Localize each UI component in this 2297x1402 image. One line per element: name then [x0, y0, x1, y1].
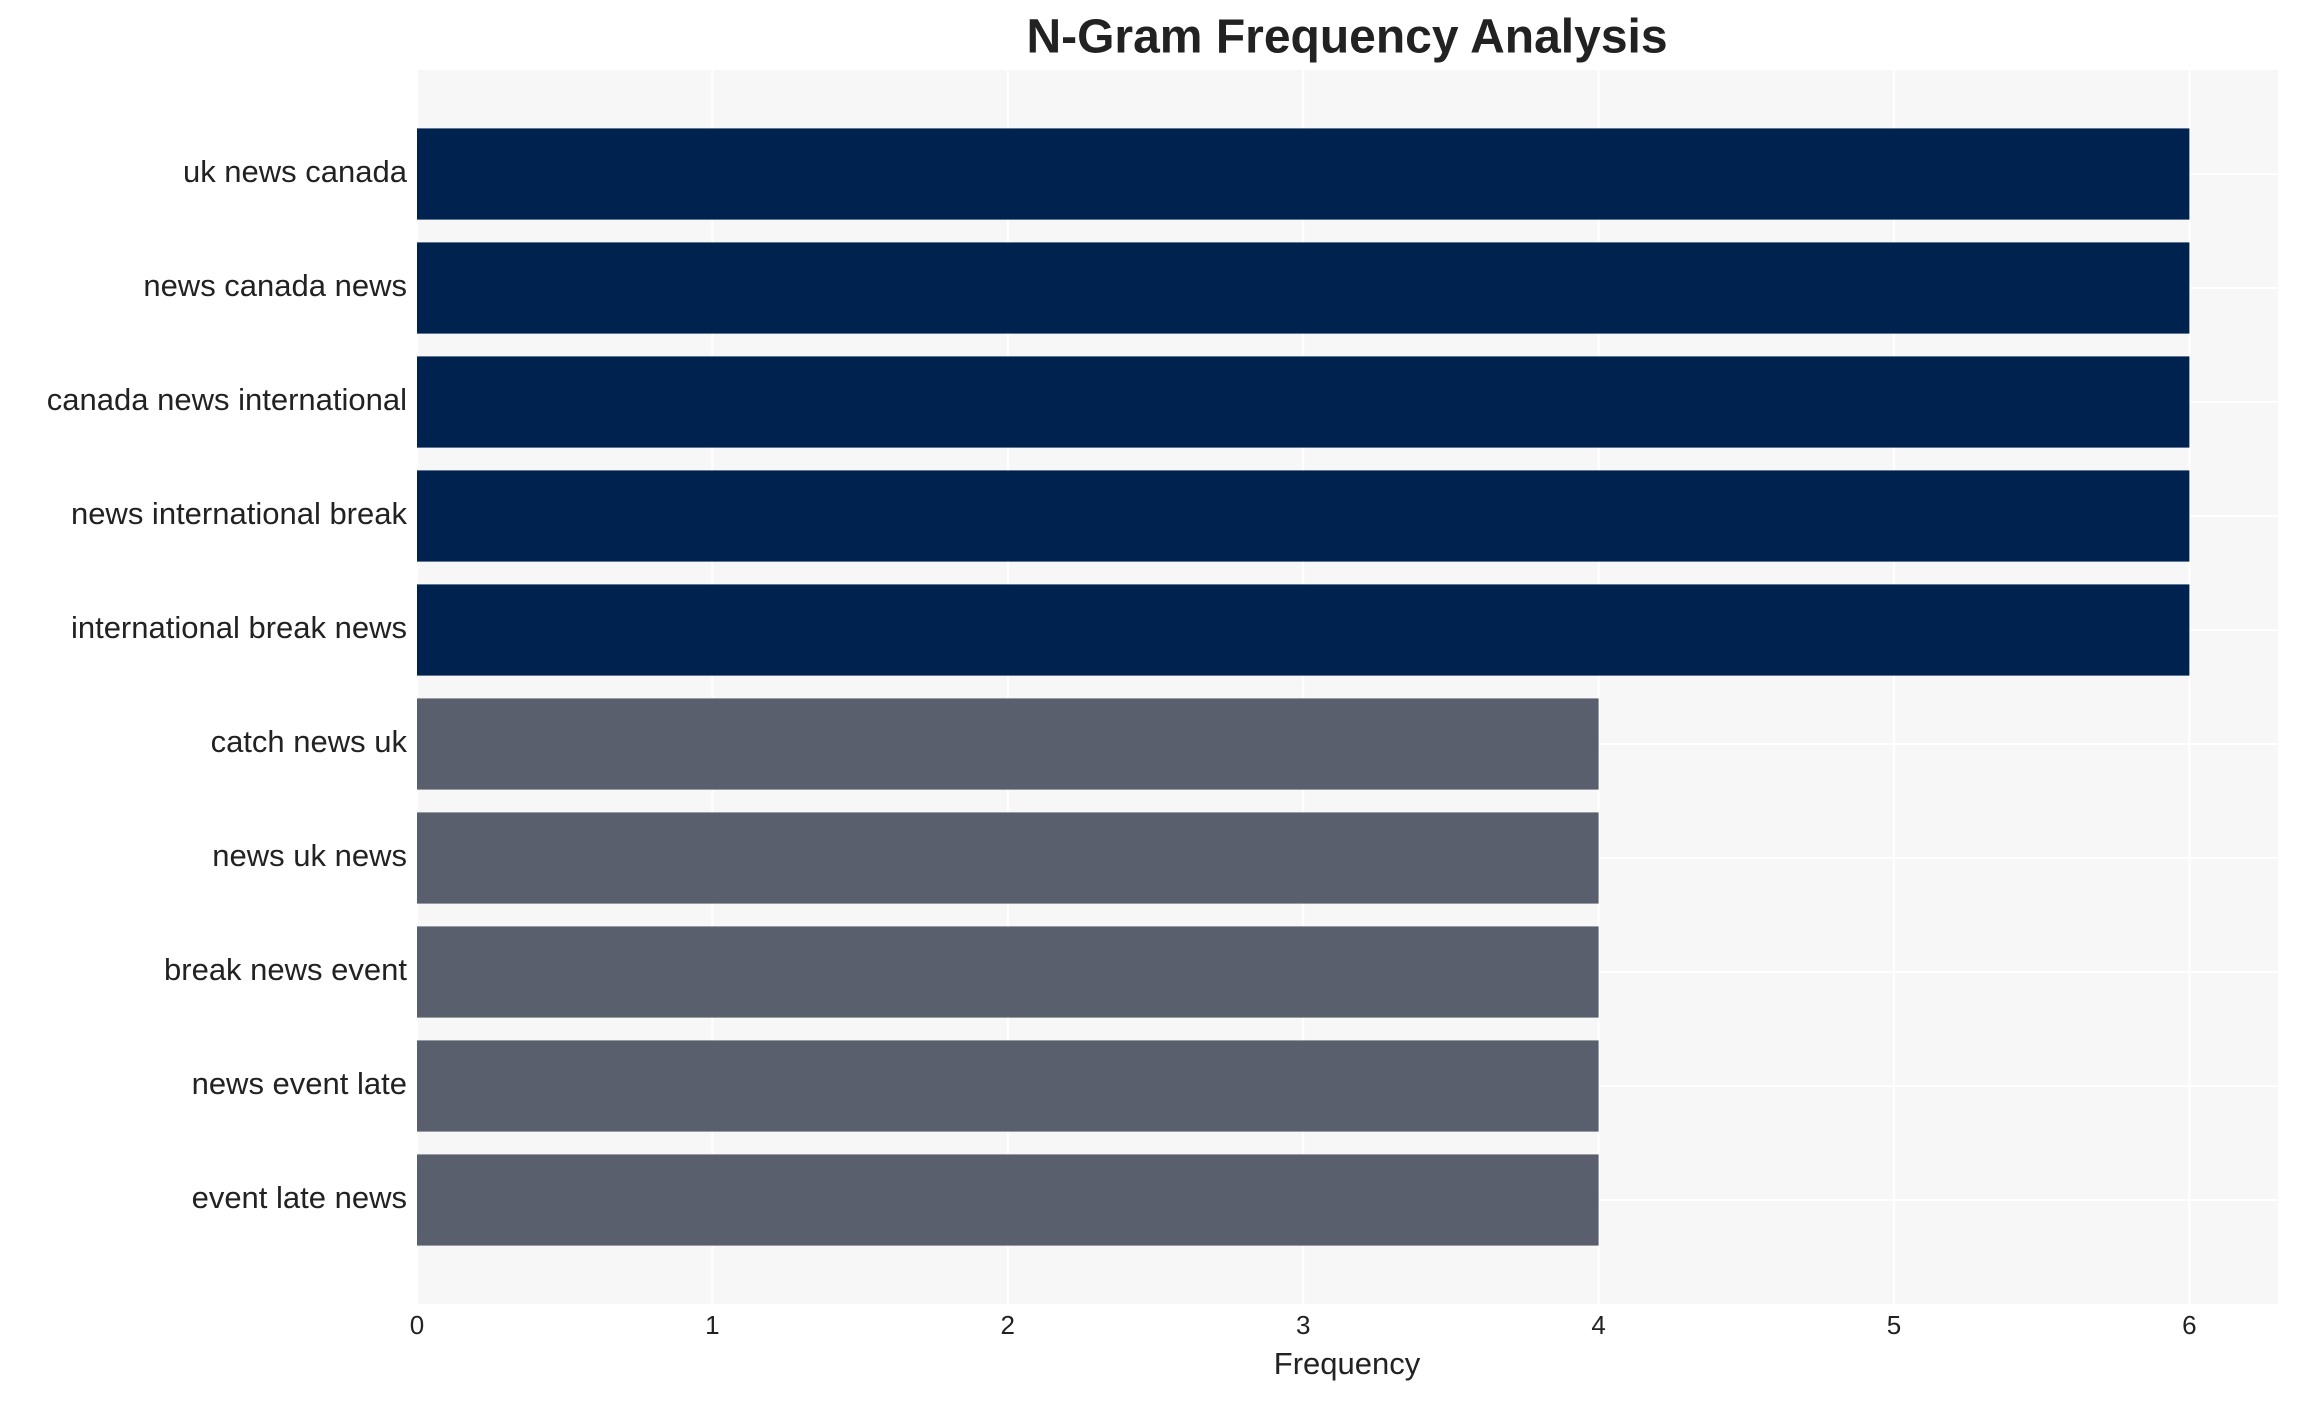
bar [417, 356, 2190, 448]
bar [417, 1040, 1599, 1132]
y-tick-label: news event late [192, 1066, 407, 1101]
chart-title: N-Gram Frequency Analysis [1026, 11, 1667, 64]
y-tick-label: news uk news [212, 838, 407, 873]
x-tick-label: 5 [1887, 1310, 1901, 1340]
y-tick-label: international break news [71, 610, 407, 645]
bar [417, 698, 1599, 790]
bar [417, 926, 1599, 1018]
x-tick-label: 0 [410, 1310, 424, 1340]
y-tick-label: news canada news [143, 268, 407, 303]
y-tick-label: event late news [192, 1180, 407, 1215]
x-tick-label: 1 [705, 1310, 719, 1340]
y-tick-label: news international break [71, 496, 408, 531]
y-tick-label: catch news uk [211, 724, 408, 759]
x-tick-label: 6 [2182, 1310, 2196, 1340]
x-tick-label: 3 [1296, 1310, 1310, 1340]
x-tick-label: 2 [1001, 1310, 1015, 1340]
x-axis-label: Frequency [1274, 1346, 1421, 1381]
bar [417, 470, 2190, 562]
x-tick-label: 4 [1591, 1310, 1605, 1340]
bar [417, 242, 2190, 334]
bar [417, 812, 1599, 904]
y-tick-label: break news event [164, 952, 407, 987]
bar [417, 128, 2190, 220]
bar [417, 1154, 1599, 1246]
bar [417, 584, 2190, 676]
y-tick-label: uk news canada [183, 154, 408, 189]
y-tick-label: canada news international [47, 382, 407, 417]
